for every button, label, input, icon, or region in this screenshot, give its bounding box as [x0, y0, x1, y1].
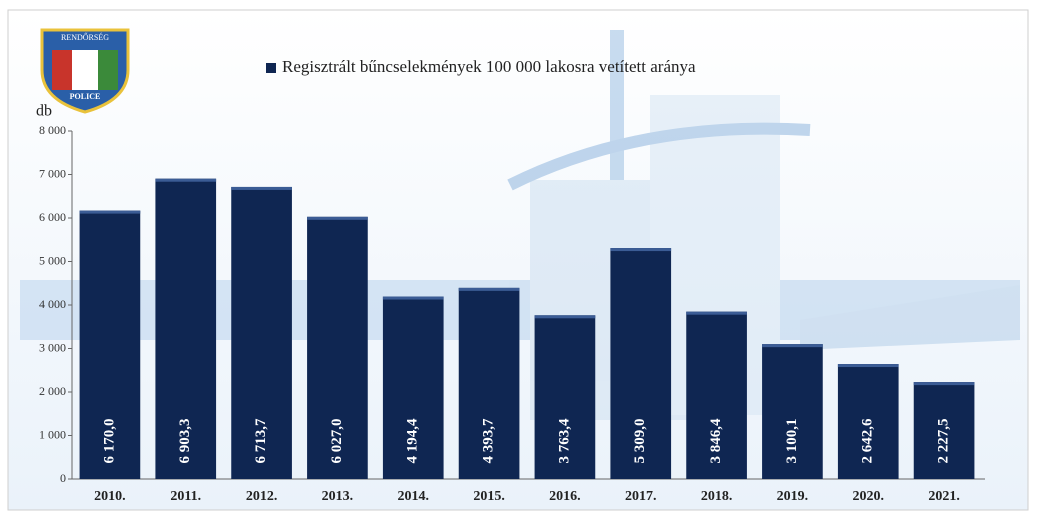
y-tick-label: 8 000: [39, 123, 66, 137]
legend-swatch: [266, 63, 276, 73]
x-tick-label: 2010.: [94, 489, 126, 504]
value-label: 5 309,0: [632, 419, 648, 464]
x-tick-label: 2020.: [853, 489, 885, 504]
bar-highlight: [307, 217, 368, 220]
value-label: 6 903,3: [177, 419, 193, 464]
y-tick-label: 4 000: [39, 297, 66, 311]
value-label: 3 100,1: [784, 419, 800, 464]
bar-highlight: [383, 297, 444, 300]
legend-label: Regisztrált bűncselekmények 100 000 lako…: [282, 57, 696, 76]
value-label: 6 713,7: [253, 418, 269, 464]
bar-highlight: [459, 288, 520, 291]
y-tick-label: 7 000: [39, 166, 66, 180]
y-tick-label: 5 000: [39, 253, 66, 267]
bar-highlight: [231, 187, 292, 190]
y-tick-label: 6 000: [39, 210, 66, 224]
y-axis-label: db: [36, 103, 52, 120]
bar-highlight: [686, 312, 747, 315]
x-tick-label: 2015.: [473, 489, 505, 504]
bar-highlight: [838, 364, 899, 367]
y-tick-label: 2 000: [39, 384, 66, 398]
y-tick-label: 1 000: [39, 427, 66, 441]
bar-highlight: [80, 211, 141, 214]
chart: RENDŐRSÉG POLICE Regisztrált bűncselekmé…: [0, 0, 1038, 520]
bar-highlight: [535, 315, 596, 318]
x-tick-label: 2013.: [322, 489, 354, 504]
value-label: 3 763,4: [556, 418, 572, 464]
bar-highlight: [762, 344, 823, 347]
x-tick-label: 2012.: [246, 489, 278, 504]
bar-highlight: [155, 179, 216, 182]
x-tick-label: 2019.: [777, 489, 809, 504]
bar-highlight: [610, 248, 671, 251]
value-label: 4 393,7: [481, 418, 497, 464]
y-tick-label: 0: [60, 471, 66, 485]
x-tick-label: 2014.: [398, 489, 430, 504]
x-tick-label: 2016.: [549, 489, 581, 504]
value-label: 6 027,0: [329, 419, 345, 464]
x-tick-label: 2021.: [928, 489, 960, 504]
value-label: 2 642,6: [860, 418, 876, 464]
y-tick-label: 3 000: [39, 340, 66, 354]
value-label: 2 227,5: [936, 419, 952, 464]
x-tick-label: 2017.: [625, 489, 657, 504]
bar-highlight: [914, 382, 975, 385]
logo-text: RENDŐRSÉG: [61, 32, 109, 42]
value-label: 6 170,0: [101, 419, 117, 464]
page: RENDŐRSÉG POLICE Regisztrált bűncselekmé…: [0, 0, 1038, 520]
x-tick-label: 2011.: [170, 489, 201, 504]
value-label: 3 846,4: [708, 418, 724, 464]
x-tick-label: 2018.: [701, 489, 733, 504]
logo-text: POLICE: [70, 92, 101, 101]
value-label: 4 194,4: [405, 418, 421, 464]
